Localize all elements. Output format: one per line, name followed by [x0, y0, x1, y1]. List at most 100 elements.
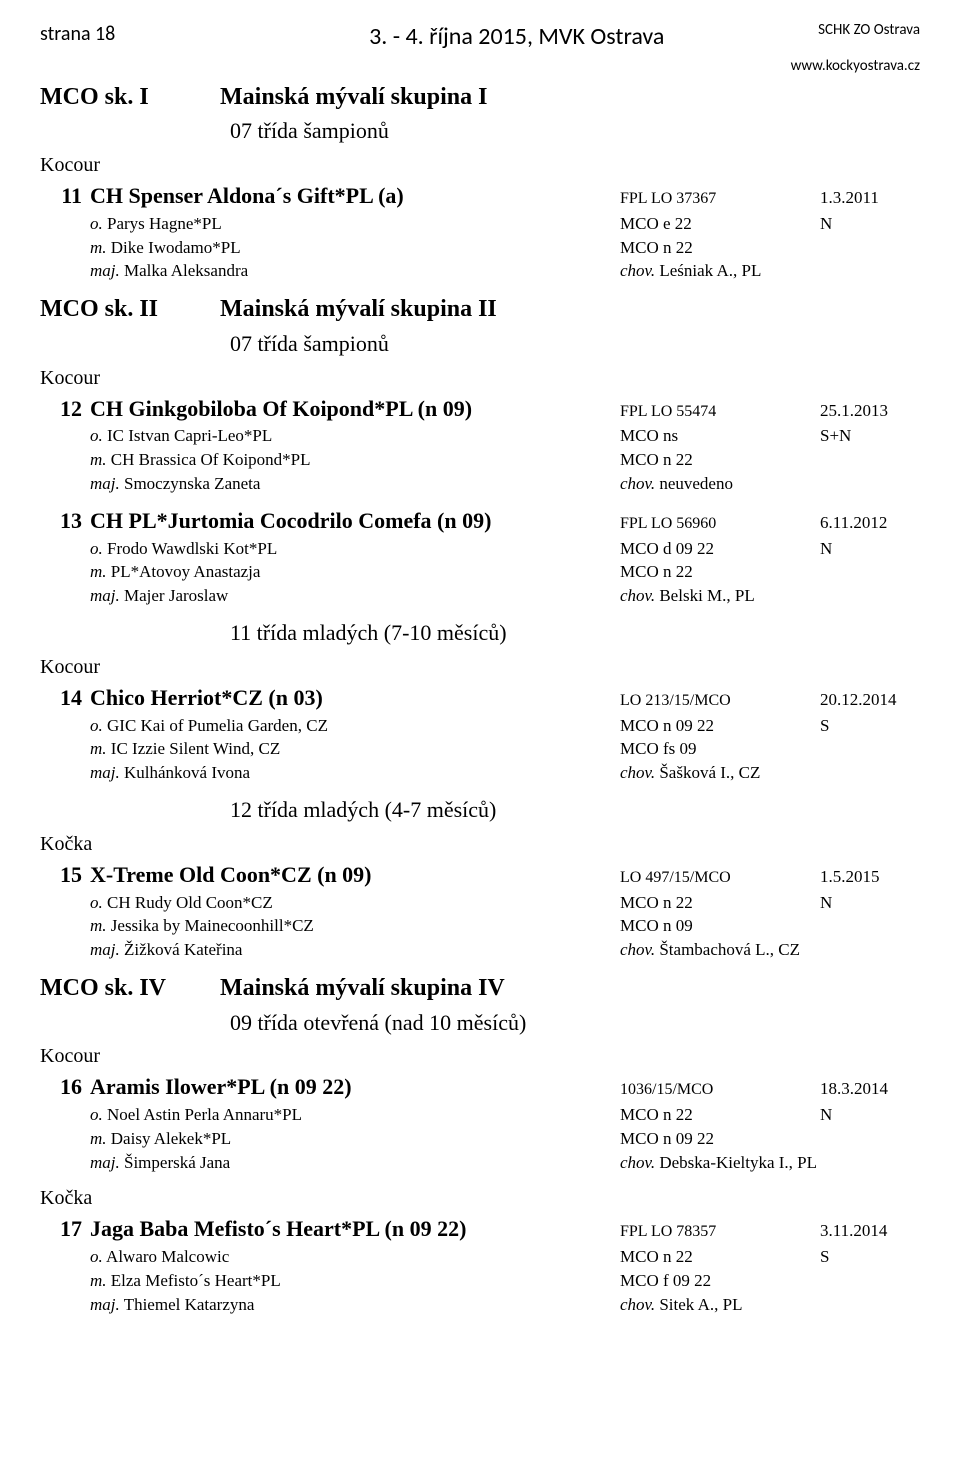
detail-result: S	[820, 714, 920, 738]
detail-name: Parys Hagne*PL	[103, 214, 222, 233]
entry-detail: o. IC Istvan Capri-Leo*PLMCO nsS+N	[90, 424, 920, 448]
detail-code: chov. Sitek A., PL	[620, 1293, 820, 1317]
entry-detail: m. Daisy Alekek*PLMCO n 09 22	[90, 1127, 920, 1151]
detail-code: MCO n 22	[620, 1103, 820, 1127]
entry-num: 12	[40, 394, 90, 425]
entry-main: 13CH PL*Jurtomia Cocodrilo Comefa (n 09)…	[40, 506, 920, 537]
event-title: 3. - 4. října 2015, MVK Ostrava	[215, 20, 818, 54]
detail-code: MCO e 22	[620, 212, 820, 236]
entry-num: 16	[40, 1072, 90, 1103]
detail-text: m. CH Brassica Of Koipond*PL	[90, 448, 620, 472]
entry-reg: LO 213/15/MCO	[620, 690, 820, 712]
entry-reg: FPL LO 78357	[620, 1221, 820, 1243]
group-header: MCO sk. IIMainská mývalí skupina II	[40, 293, 920, 327]
entry-main: 16Aramis Ilower*PL (n 09 22)1036/15/MCO1…	[40, 1072, 920, 1103]
detail-name: Kulhánková Ivona	[120, 763, 250, 782]
detail-text: o. GIC Kai of Pumelia Garden, CZ	[90, 714, 620, 738]
entry-main: 11CH Spenser Aldona´s Gift*PL (a)FPL LO …	[40, 181, 920, 212]
detail-code-value: Leśniak A., PL	[655, 261, 761, 280]
detail-label: maj.	[90, 586, 120, 605]
entry-name: Chico Herriot*CZ (n 03)	[90, 683, 620, 714]
detail-code: MCO n 22	[620, 891, 820, 915]
detail-code-value: MCO n 22	[620, 238, 693, 257]
detail-code-value: MCO f 09 22	[620, 1271, 711, 1290]
entry: 13CH PL*Jurtomia Cocodrilo Comefa (n 09)…	[40, 506, 920, 608]
entry-name: CH Ginkgobiloba Of Koipond*PL (n 09)	[90, 394, 620, 425]
detail-text: maj. Smoczynska Zaneta	[90, 472, 620, 496]
detail-code-value: MCO n 09 22	[620, 1129, 714, 1148]
detail-code: MCO n 22	[620, 448, 820, 472]
detail-code-value: MCO n 22	[620, 450, 693, 469]
group-name: Mainská mývalí skupina II	[220, 293, 497, 327]
content: MCO sk. IMainská mývalí skupina I07 tříd…	[40, 81, 920, 1317]
detail-text: o. Alwaro Malcowic	[90, 1245, 620, 1269]
detail-code: chov. Leśniak A., PL	[620, 259, 820, 283]
entry-name: Jaga Baba Mefisto´s Heart*PL (n 09 22)	[90, 1214, 620, 1245]
entry-reg: FPL LO 37367	[620, 188, 820, 210]
website: www.kockyostrava.cz	[40, 56, 920, 77]
detail-text: m. Daisy Alekek*PL	[90, 1127, 620, 1151]
detail-code: chov. Šašková I., CZ	[620, 761, 820, 785]
detail-text: maj. Thiemel Katarzyna	[90, 1293, 620, 1317]
detail-code-value: MCO e 22	[620, 214, 692, 233]
detail-text: m. IC Izzie Silent Wind, CZ	[90, 737, 620, 761]
detail-code-value: Belski M., PL	[655, 586, 755, 605]
detail-code: MCO f 09 22	[620, 1269, 820, 1293]
entry: 11CH Spenser Aldona´s Gift*PL (a)FPL LO …	[40, 181, 920, 283]
detail-code-value: Štambachová L., CZ	[655, 940, 800, 959]
entry-date: 20.12.2014	[820, 688, 920, 712]
detail-code: chov. neuvedeno	[620, 472, 820, 496]
sex-label: Kočka	[40, 1184, 920, 1212]
group-name: Mainská mývalí skupina IV	[220, 972, 505, 1006]
detail-code: chov. Debska-Kieltyka I., PL	[620, 1151, 820, 1175]
detail-code: MCO n 22	[620, 560, 820, 584]
entry-date: 18.3.2014	[820, 1077, 920, 1101]
detail-label: o.	[90, 893, 103, 912]
entry-detail: maj. Šimperská Janachov. Debska-Kieltyka…	[90, 1151, 920, 1175]
detail-code-value: MCO n 22	[620, 1247, 693, 1266]
detail-code: MCO n 09 22	[620, 714, 820, 738]
entry: 14Chico Herriot*CZ (n 03)LO 213/15/MCO20…	[40, 683, 920, 785]
group-code: MCO sk. I	[40, 81, 220, 115]
detail-name: IC Istvan Capri-Leo*PL	[103, 426, 273, 445]
group-header: MCO sk. IMainská mývalí skupina I	[40, 81, 920, 115]
entry-detail: m. IC Izzie Silent Wind, CZMCO fs 09	[90, 737, 920, 761]
detail-code-prefix: chov.	[620, 586, 655, 605]
entry-detail: m. Elza Mefisto´s Heart*PLMCO f 09 22	[90, 1269, 920, 1293]
org-name: SCHK ZO Ostrava	[818, 20, 920, 41]
detail-code-prefix: chov.	[620, 940, 655, 959]
detail-code: chov. Belski M., PL	[620, 584, 820, 608]
detail-name: Elza Mefisto´s Heart*PL	[107, 1271, 281, 1290]
detail-name: Jessika by Mainecoonhill*CZ	[107, 916, 314, 935]
detail-code-value: Šašková I., CZ	[655, 763, 760, 782]
entry-detail: o. Frodo Wawdlski Kot*PLMCO d 09 22N	[90, 537, 920, 561]
sex-label: Kocour	[40, 364, 920, 392]
class-title: 09 třída otevřená (nad 10 měsíců)	[230, 1008, 920, 1039]
detail-name: Smoczynska Zaneta	[120, 474, 261, 493]
entry-date: 3.11.2014	[820, 1219, 920, 1243]
detail-text: o. IC Istvan Capri-Leo*PL	[90, 424, 620, 448]
group-header: MCO sk. IVMainská mývalí skupina IV	[40, 972, 920, 1006]
entry-date: 6.11.2012	[820, 511, 920, 535]
detail-text: m. Dike Iwodamo*PL	[90, 236, 620, 260]
detail-text: maj. Majer Jaroslaw	[90, 584, 620, 608]
entry-reg: 1036/15/MCO	[620, 1079, 820, 1101]
entry-date: 1.5.2015	[820, 865, 920, 889]
detail-result: N	[820, 537, 920, 561]
detail-code-value: Sitek A., PL	[655, 1295, 742, 1314]
detail-code: MCO ns	[620, 424, 820, 448]
entry-detail: o. Alwaro MalcowicMCO n 22S	[90, 1245, 920, 1269]
sex-label: Kočka	[40, 830, 920, 858]
entry-main: 15X-Treme Old Coon*CZ (n 09)LO 497/15/MC…	[40, 860, 920, 891]
entry-name: CH Spenser Aldona´s Gift*PL (a)	[90, 181, 620, 212]
header-row: strana 18 3. - 4. října 2015, MVK Ostrav…	[40, 20, 920, 54]
detail-label: maj.	[90, 474, 120, 493]
detail-code-value: MCO n 22	[620, 1105, 693, 1124]
entry-detail: o. GIC Kai of Pumelia Garden, CZMCO n 09…	[90, 714, 920, 738]
detail-code-value: MCO n 22	[620, 562, 693, 581]
entry-reg: FPL LO 56960	[620, 513, 820, 535]
entry-date: 1.3.2011	[820, 186, 920, 210]
detail-name: Alwaro Malcowic	[103, 1247, 230, 1266]
detail-name: Thiemel Katarzyna	[120, 1295, 255, 1314]
detail-code-prefix: chov.	[620, 261, 655, 280]
